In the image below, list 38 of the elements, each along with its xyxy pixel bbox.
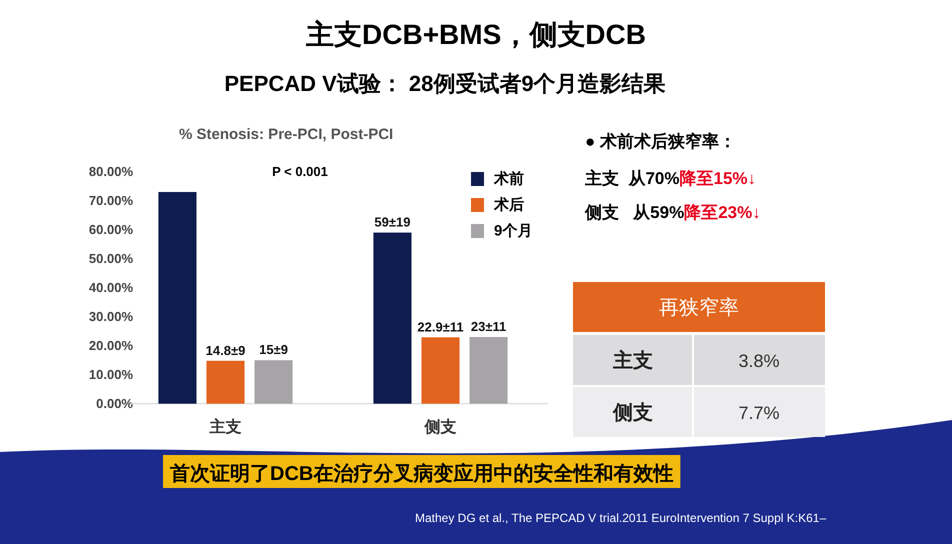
legend-label: 9个月 [494,222,532,240]
data-label: 23±11 [470,319,506,334]
annotation: P < 0.001 [272,164,328,179]
text: Mathey DG et al., The PEPCAD V trial.2011 EuroIntervention 7 Suppl K:K61– [415,511,826,525]
bar [206,360,245,404]
text: 降至23%↓ [684,203,761,222]
y-tick-label: 10.00% [88,367,134,382]
y-tick-label: 80.00% [88,164,134,180]
category-label: 主支 [612,349,653,372]
y-tick-label: 40.00% [88,280,134,296]
bar [421,337,460,404]
data-label: 15±9 [259,342,288,358]
text: 主支DCB+BMS，侧支DCB [305,19,646,50]
text: PEPCAD V试验： 28例受试者9个月造影结果 [224,71,667,96]
y-tick-label: 50.00% [88,251,134,266]
bar [373,232,412,404]
y-tick-label: 70.00% [88,193,134,208]
legend-label: 术前 [493,170,524,188]
data-label: 14.8±9 [206,342,246,358]
bar [158,192,196,404]
y-tick-label: 20.00% [88,338,134,354]
chart-title: % Stenosis: Pre-PCI, Post-PCI [179,126,394,143]
y-tick-label: 0.00% [96,396,134,412]
bar [254,360,293,404]
text: ● 术前术后狭窄率： [585,132,736,151]
legend-label: 术后 [493,196,524,214]
bar [470,337,508,404]
y-tick-label: 60.00% [88,222,134,238]
data-label: 59±19 [374,214,410,230]
text: 再狭窄率 [659,297,739,319]
text: 降至15%↓ [679,169,756,188]
text: 首次证明了DCB在治疗分叉病变应用中的安全性和有效性 [169,462,674,485]
text: 侧支 从59% [584,203,684,222]
data-label: 22.9±11 [417,319,464,334]
y-tick-label: 30.00% [88,309,134,324]
text: 主支 从70% [584,169,680,188]
text: 3.8% [738,351,780,371]
text: 7.7% [738,403,780,423]
